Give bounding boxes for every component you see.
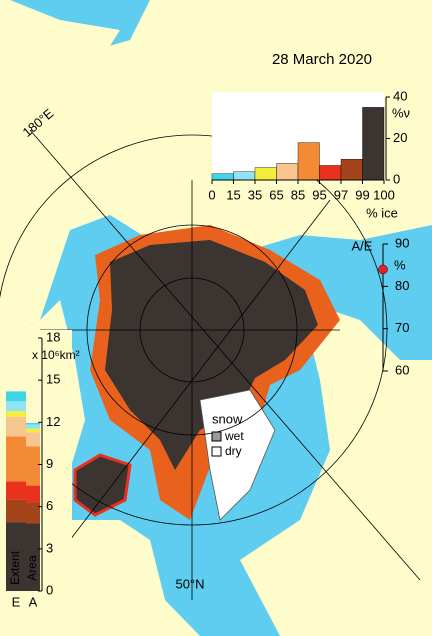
- stack-segment: [6, 411, 26, 417]
- y-tick-label: 0: [393, 171, 400, 186]
- x-tick-label: 0: [208, 187, 215, 202]
- ice-baltic: [73, 453, 132, 517]
- stack-segment: [26, 432, 40, 447]
- stack-segment: [6, 499, 26, 523]
- gauge-tick-label: 70: [395, 320, 409, 335]
- stack-segment: [6, 391, 26, 402]
- column-title: Extent: [8, 550, 22, 585]
- stack-segment: [6, 401, 26, 412]
- snow-title: snow: [212, 411, 243, 426]
- x-tick-label: 85: [291, 187, 305, 202]
- lat-label: 50°N: [175, 576, 204, 591]
- gauge-marker: [378, 264, 388, 275]
- y-label: %ν: [392, 105, 410, 120]
- x-tick-label: 97: [334, 187, 348, 202]
- gauge-tick-label: 90: [395, 235, 409, 250]
- gauge-label: A/E: [352, 238, 373, 253]
- x-tick-label: 99: [355, 187, 369, 202]
- title: 28 March 2020: [272, 51, 372, 68]
- histogram-bar: [233, 171, 256, 181]
- histogram-bar: [211, 173, 234, 181]
- histogram-bar: [254, 167, 277, 181]
- dry-label: dry: [225, 444, 242, 458]
- meridian: [69, 199, 331, 541]
- gauge-unit: %: [394, 257, 406, 272]
- wet-label: wet: [224, 429, 244, 443]
- histogram-bar: [362, 107, 385, 181]
- column-title: Area: [25, 555, 39, 581]
- x-tick-label: 65: [269, 187, 283, 202]
- y-tick-label: 6: [46, 498, 53, 513]
- y-label: x 10⁶km²: [32, 348, 80, 362]
- gauge-tick-label: 80: [395, 278, 409, 293]
- greenland: [199, 389, 276, 521]
- histogram-bar: [276, 163, 299, 181]
- stack-segment: [6, 481, 26, 500]
- y-tick-label: 18: [46, 329, 60, 344]
- category-label: E: [12, 594, 21, 609]
- stack-segment: [26, 428, 40, 433]
- y-tick-label: 0: [46, 582, 53, 597]
- category-label: A: [29, 594, 38, 609]
- stack-segment: [26, 446, 40, 486]
- y-tick-label: 9: [46, 456, 53, 471]
- stack-segment: [6, 436, 26, 482]
- histogram-bar: [319, 165, 342, 181]
- x-tick-label: 100: [373, 187, 395, 202]
- stack-segment: [26, 423, 40, 425]
- stack-segment: [6, 416, 26, 437]
- y-tick-label: 20: [393, 130, 407, 145]
- y-tick-label: 15: [46, 372, 60, 387]
- meridian: [29, 129, 421, 581]
- gauge-tick-label: 60: [395, 362, 409, 377]
- x-tick-label: 15: [226, 187, 240, 202]
- x-label: % ice: [366, 205, 398, 220]
- land-america: [240, 300, 432, 636]
- y-tick-label: 40: [393, 88, 407, 103]
- stack-segment: [26, 424, 40, 429]
- wet-swatch: [211, 431, 222, 442]
- histogram-bar: [340, 159, 363, 181]
- dry-swatch: [211, 446, 222, 457]
- stack-segment: [6, 522, 26, 591]
- x-tick-label: 35: [248, 187, 262, 202]
- stack-segment: [26, 502, 40, 524]
- land-north: [0, 0, 120, 90]
- x-tick-label: 95: [312, 187, 326, 202]
- y-tick-label: 12: [46, 414, 60, 429]
- y-tick-label: 3: [46, 540, 53, 555]
- histogram-bar: [297, 142, 320, 181]
- stack-segment: [26, 485, 40, 503]
- stack-segment: [26, 523, 40, 591]
